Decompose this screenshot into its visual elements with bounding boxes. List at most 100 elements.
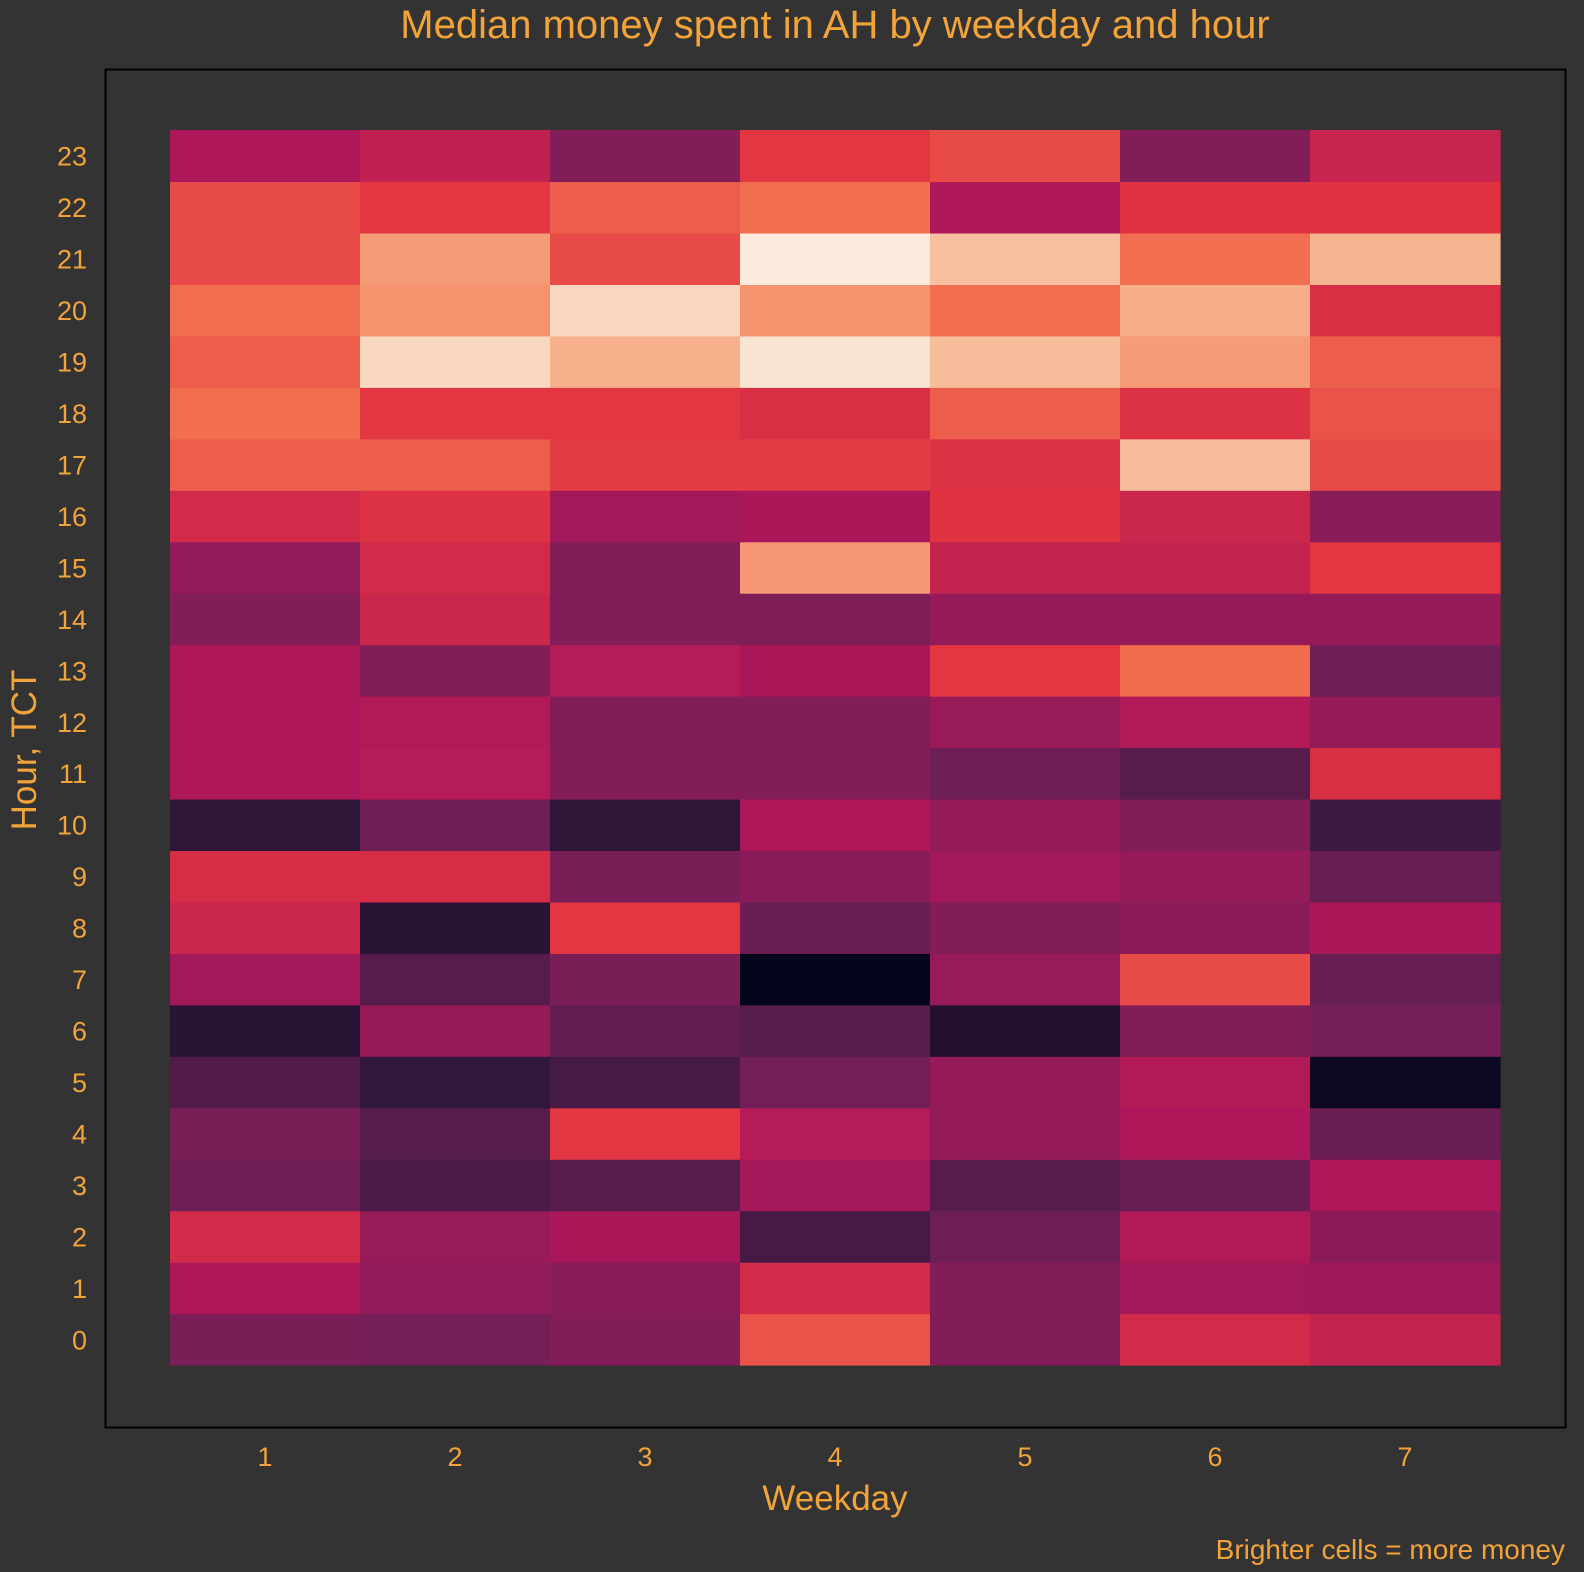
heatmap-cell-weekday-5-hour-22: [930, 181, 1121, 234]
y-tick-label: 17: [57, 450, 87, 480]
heatmap-cell-weekday-1-hour-11: [170, 747, 361, 800]
x-tick-label: 7: [1397, 1442, 1412, 1472]
heatmap-cell-weekday-5-hour-6: [930, 1004, 1121, 1057]
heatmap-cell-weekday-6-hour-1: [1120, 1262, 1311, 1315]
x-tick-label: 5: [1017, 1442, 1032, 1472]
heatmap-cell-weekday-2-hour-18: [360, 387, 551, 440]
heatmap-cell-weekday-2-hour-7: [360, 953, 551, 1006]
heatmap-cell-weekday-1-hour-20: [170, 284, 361, 337]
heatmap-cell-weekday-2-hour-12: [360, 696, 551, 749]
heatmap-cell-weekday-6-hour-3: [1120, 1159, 1311, 1212]
heatmap-cell-weekday-2-hour-17: [360, 438, 551, 491]
heatmap-cell-weekday-6-hour-9: [1120, 850, 1311, 903]
heatmap-cell-weekday-7-hour-14: [1310, 593, 1501, 646]
heatmap-cell-weekday-2-hour-13: [360, 644, 551, 697]
heatmap-cell-weekday-6-hour-0: [1120, 1313, 1311, 1366]
heatmap-cell-weekday-1-hour-21: [170, 232, 361, 285]
heatmap-cell-weekday-2-hour-8: [360, 901, 551, 954]
heatmap-cell-weekday-7-hour-22: [1310, 181, 1501, 234]
heatmap-cell-weekday-2-hour-22: [360, 181, 551, 234]
heatmap-cell-weekday-7-hour-1: [1310, 1262, 1501, 1315]
heatmap-cell-weekday-5-hour-9: [930, 850, 1121, 903]
y-tick-label: 19: [57, 348, 87, 378]
heatmap-cell-weekday-4-hour-18: [740, 387, 931, 440]
heatmap-cell-weekday-7-hour-0: [1310, 1313, 1501, 1366]
heatmap-cell-weekday-7-hour-21: [1310, 232, 1501, 285]
heatmap-cell-weekday-4-hour-15: [740, 541, 931, 594]
heatmap-cell-weekday-4-hour-13: [740, 644, 931, 697]
heatmap-cell-weekday-4-hour-21: [740, 232, 931, 285]
heatmap-cell-weekday-6-hour-15: [1120, 541, 1311, 594]
heatmap-cell-weekday-2-hour-21: [360, 232, 551, 285]
heatmap-cell-weekday-2-hour-5: [360, 1056, 551, 1109]
heatmap-cell-weekday-7-hour-12: [1310, 696, 1501, 749]
heatmap-cell-weekday-4-hour-2: [740, 1210, 931, 1263]
heatmap-cell-weekday-1-hour-5: [170, 1056, 361, 1109]
heatmap-cell-weekday-2-hour-10: [360, 798, 551, 852]
y-tick-label: 21: [57, 245, 87, 275]
y-tick-label: 13: [57, 656, 87, 686]
heatmap-cell-weekday-3-hour-10: [550, 798, 741, 852]
heatmap-cell-weekday-5-hour-12: [930, 696, 1121, 749]
x-tick-label: 3: [637, 1442, 652, 1472]
heatmap-cell-weekday-5-hour-3: [930, 1159, 1121, 1212]
heatmap-cell-weekday-5-hour-19: [930, 335, 1121, 388]
heatmap-cell-weekday-2-hour-1: [360, 1262, 551, 1315]
heatmap-cell-weekday-5-hour-4: [930, 1107, 1121, 1160]
y-tick-label: 10: [57, 811, 87, 841]
heatmap-cell-weekday-5-hour-16: [930, 490, 1121, 543]
caption-note: Brighter cells = more money: [1216, 1534, 1565, 1565]
y-tick-label: 6: [72, 1017, 87, 1047]
heatmap-cell-weekday-7-hour-20: [1310, 284, 1501, 337]
heatmap-cell-weekday-7-hour-17: [1310, 438, 1501, 491]
heatmap-cell-weekday-1-hour-14: [170, 593, 361, 646]
y-tick-label: 20: [57, 296, 87, 326]
y-tick-label: 14: [57, 605, 87, 635]
heatmap-cell-weekday-3-hour-12: [550, 696, 741, 749]
heatmap-cell-weekday-4-hour-6: [740, 1004, 931, 1057]
heatmap-cell-weekday-1-hour-23: [170, 130, 361, 183]
heatmap-cell-weekday-7-hour-10: [1310, 798, 1501, 852]
heatmap-cell-weekday-7-hour-2: [1310, 1210, 1501, 1263]
x-tick-label: 6: [1207, 1442, 1222, 1472]
heatmap-cell-weekday-4-hour-19: [740, 335, 931, 388]
plot-frame: [104, 68, 1567, 1429]
heatmap-cell-weekday-3-hour-17: [550, 438, 741, 491]
heatmap-cell-weekday-3-hour-2: [550, 1210, 741, 1263]
heatmap-cell-weekday-4-hour-16: [740, 490, 931, 543]
y-tick-label: 11: [59, 759, 87, 789]
heatmap-cell-weekday-6-hour-17: [1120, 438, 1311, 491]
heatmap-cell-weekday-2-hour-16: [360, 490, 551, 543]
heatmap-cell-weekday-6-hour-23: [1120, 130, 1311, 183]
heatmap-cell-weekday-1-hour-17: [170, 438, 361, 491]
heatmap-cell-weekday-6-hour-5: [1120, 1056, 1311, 1109]
x-tick-label: 1: [257, 1442, 272, 1472]
heatmap-cell-weekday-7-hour-18: [1310, 387, 1501, 440]
heatmap-cell-weekday-7-hour-23: [1310, 130, 1501, 183]
heatmap-cell-weekday-5-hour-17: [930, 438, 1121, 491]
heatmap-cell-weekday-3-hour-19: [550, 335, 741, 388]
heatmap-cell-weekday-2-hour-19: [360, 335, 551, 388]
heatmap-cell-weekday-3-hour-0: [550, 1313, 741, 1366]
heatmap-cell-weekday-7-hour-19: [1310, 335, 1501, 388]
heatmap-cell-weekday-4-hour-23: [740, 130, 931, 183]
heatmap-cell-weekday-7-hour-5: [1310, 1056, 1501, 1109]
heatmap-cell-weekday-3-hour-22: [550, 181, 741, 234]
y-tick-label: 23: [57, 142, 87, 172]
heatmap-cell-weekday-5-hour-14: [930, 593, 1121, 646]
heatmap-cell-weekday-3-hour-16: [550, 490, 741, 543]
heatmap-cell-weekday-2-hour-15: [360, 541, 551, 594]
heatmap-cell-weekday-7-hour-6: [1310, 1004, 1501, 1057]
heatmap-cell-weekday-2-hour-14: [360, 593, 551, 646]
y-axis-title: Hour, TCT: [5, 670, 44, 831]
heatmap-cell-weekday-6-hour-4: [1120, 1107, 1311, 1160]
y-tick-label: 9: [72, 862, 87, 892]
heatmap-cell-weekday-3-hour-6: [550, 1004, 741, 1057]
heatmap-cell-weekday-3-hour-13: [550, 644, 741, 697]
heatmap-cell-weekday-5-hour-11: [930, 747, 1121, 800]
heatmap-cell-weekday-5-hour-1: [930, 1262, 1121, 1315]
y-tick-label: 1: [72, 1274, 87, 1304]
heatmap-cell-weekday-4-hour-22: [740, 181, 931, 234]
y-tick-label: 8: [72, 914, 87, 944]
x-axis-title: Weekday: [762, 1479, 908, 1518]
